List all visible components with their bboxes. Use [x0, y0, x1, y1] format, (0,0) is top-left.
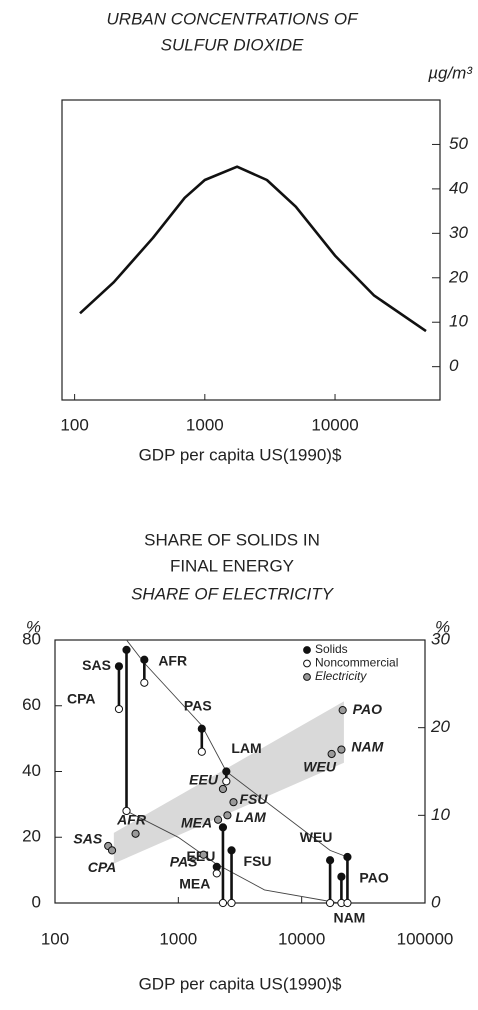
- data-point: [343, 852, 352, 862]
- chart-title: SULFUR DIOXIDE: [161, 35, 304, 54]
- data-point: [131, 829, 140, 838]
- legend-marker: [303, 673, 311, 681]
- data-point: [325, 856, 335, 865]
- y-tick-label: 10: [449, 312, 468, 331]
- point-label: CPA: [88, 859, 117, 875]
- point-label: FSU: [239, 791, 268, 807]
- y-tick-label: 30: [449, 223, 468, 242]
- point-label: EEU: [189, 772, 219, 788]
- point-label: FSU: [244, 853, 272, 869]
- point-label: MEA: [179, 876, 210, 892]
- data-point: [222, 767, 231, 776]
- data-point: [114, 662, 124, 671]
- data-point: [222, 777, 231, 786]
- data-point: [218, 898, 228, 908]
- chart-subtitle: SHARE OF ELECTRICITY: [131, 584, 334, 603]
- data-point: [338, 706, 347, 715]
- y-unit-label: µg/m³: [427, 63, 473, 82]
- chart-title: URBAN CONCENTRATIONS OF: [107, 9, 360, 28]
- y-tick-label: 0: [32, 892, 41, 911]
- x-tick-label: 1000: [186, 415, 224, 434]
- x-tick-label: 10000: [278, 929, 325, 948]
- point-label: AFR: [158, 652, 187, 668]
- data-point: [227, 898, 236, 908]
- point-label: SAS: [82, 657, 111, 673]
- y-tick-label: 20: [448, 267, 468, 286]
- y-tick-label: 80: [22, 629, 41, 648]
- point-label: PAS: [170, 853, 198, 869]
- plot-frame: [61, 99, 441, 401]
- legend-label: Electricity: [315, 669, 367, 683]
- point-label: MEA: [181, 814, 212, 830]
- point-label: NAM: [333, 909, 365, 925]
- data-point: [140, 655, 149, 664]
- data-point: [197, 747, 206, 756]
- data-point: [327, 749, 336, 759]
- y-tick-label: 60: [22, 695, 41, 714]
- y-tick-label: 40: [22, 761, 41, 780]
- point-label: LAM: [235, 809, 266, 825]
- x-axis-label: GDP per capita US(1990)$: [139, 445, 342, 464]
- data-point: [229, 798, 238, 807]
- data-point: [122, 645, 131, 654]
- chart-title: FINAL ENERGY: [170, 556, 294, 575]
- data-line: [79, 165, 427, 333]
- point-label: LAM: [231, 740, 261, 756]
- point-label: WEU: [300, 829, 333, 845]
- y-tick-label: 20: [22, 827, 41, 846]
- data-point: [218, 823, 228, 832]
- data-point: [212, 869, 221, 878]
- point-label: SAS: [73, 831, 102, 847]
- data-point: [122, 806, 131, 816]
- y2-tick-label: 30: [431, 629, 450, 648]
- y2-tick-label: 10: [431, 805, 450, 824]
- point-label: WEU: [303, 759, 337, 775]
- data-point: [223, 811, 232, 820]
- data-point: [337, 872, 346, 881]
- data-point: [114, 704, 124, 714]
- data-point: [343, 898, 352, 908]
- x-tick-label: 1000: [159, 929, 197, 948]
- point-label: PAO: [359, 870, 388, 886]
- chart-title: SHARE OF SOLIDS IN: [144, 530, 320, 549]
- y2-tick-label: 20: [430, 717, 450, 736]
- data-point: [107, 846, 117, 855]
- y-axis-unit: %: [26, 617, 41, 636]
- point-label: PAS: [184, 697, 212, 713]
- x-tick-label: 10000: [311, 415, 358, 434]
- x-tick-label: 100: [41, 929, 69, 948]
- legend-marker: [303, 646, 311, 654]
- data-point: [140, 678, 149, 687]
- y2-axis-unit: %: [435, 617, 450, 636]
- legend-marker: [303, 659, 311, 668]
- y-tick-label: 40: [449, 178, 468, 197]
- x-tick-label: 100: [60, 415, 88, 434]
- data-point: [197, 724, 206, 733]
- data-point: [337, 745, 346, 754]
- x-axis-label: GDP per capita US(1990)$: [139, 974, 342, 993]
- x-tick-label: 100000: [397, 929, 454, 948]
- point-label: AFR: [116, 811, 147, 827]
- y-tick-label: 50: [449, 134, 468, 153]
- y2-tick-label: 0: [431, 892, 441, 911]
- point-label: NAM: [351, 738, 383, 754]
- data-point: [218, 784, 228, 794]
- data-point: [325, 898, 335, 908]
- legend-label: Solids: [315, 642, 348, 656]
- data-point: [199, 850, 208, 859]
- data-point: [227, 846, 236, 855]
- legend-label: Noncommercial: [315, 656, 398, 670]
- point-label: CPA: [67, 691, 96, 707]
- data-point: [213, 815, 223, 824]
- point-label: PAO: [353, 701, 382, 717]
- y-tick-label: 0: [449, 356, 459, 375]
